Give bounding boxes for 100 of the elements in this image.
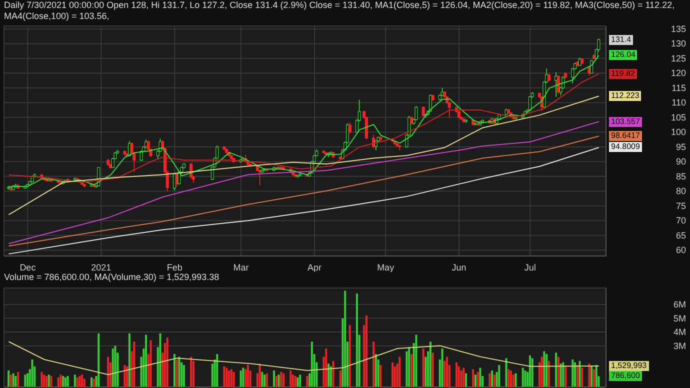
y-tick-label: 90 <box>676 156 686 167</box>
bar <box>173 354 176 387</box>
y-tick-label: 80 <box>676 186 686 196</box>
bar <box>282 373 284 387</box>
bar <box>98 333 100 387</box>
x-tick-label: Jul <box>524 262 536 272</box>
bar <box>365 316 368 387</box>
bar <box>8 370 10 387</box>
bar <box>240 370 242 387</box>
bar <box>514 373 517 387</box>
bar <box>64 377 66 387</box>
bar <box>510 370 512 387</box>
bar <box>348 325 351 387</box>
bar <box>310 342 313 387</box>
bar <box>24 374 26 387</box>
bar <box>228 370 230 387</box>
x-tick-label: Jun <box>452 262 466 272</box>
bar <box>374 354 377 387</box>
bar <box>522 368 524 387</box>
bar <box>456 362 458 387</box>
bar <box>328 364 330 387</box>
bar <box>242 368 244 387</box>
y-tick-label: 115 <box>672 82 686 93</box>
bar <box>176 360 178 387</box>
bar <box>415 334 418 387</box>
bar <box>246 365 249 387</box>
bar <box>223 366 226 387</box>
bar <box>491 370 494 387</box>
y-tick-label: 3M <box>673 340 686 351</box>
bar <box>211 364 214 387</box>
bar <box>498 365 500 387</box>
bar <box>294 376 296 387</box>
bar <box>344 290 346 387</box>
bar <box>66 376 69 387</box>
bar <box>261 372 264 387</box>
bar <box>512 374 514 387</box>
x-tick-label: Dec <box>20 262 36 272</box>
bar <box>275 376 278 387</box>
bar <box>493 374 496 387</box>
bar <box>446 356 448 387</box>
candlestick <box>348 122 352 134</box>
bar <box>339 370 342 387</box>
bar <box>190 356 192 387</box>
x-tick-label: May <box>377 262 395 272</box>
bar <box>560 364 562 387</box>
chart-title: Volume = 786,600.00, MA(Volume,30) = 1,529,993.38 <box>3 272 220 284</box>
bar <box>557 356 560 387</box>
y-tick-label: 120 <box>670 68 686 78</box>
bar <box>128 333 130 387</box>
bar <box>429 342 432 387</box>
bar <box>273 370 276 387</box>
bar <box>14 376 17 387</box>
bar <box>60 374 62 387</box>
text: 786,600 <box>609 371 642 382</box>
bar <box>145 334 148 387</box>
line-series <box>8 341 600 376</box>
bar <box>126 366 128 387</box>
bar <box>62 376 64 387</box>
bar <box>595 365 598 387</box>
bar <box>292 374 294 387</box>
bar <box>398 356 401 387</box>
bar <box>581 368 584 387</box>
bar <box>43 374 46 387</box>
bar <box>524 370 526 387</box>
bar <box>562 362 564 387</box>
bar <box>464 373 467 387</box>
bar <box>531 358 534 387</box>
bar <box>182 365 185 387</box>
bar <box>50 376 52 387</box>
text: 119.82 <box>609 68 637 79</box>
x-tick-label: Mar <box>233 262 249 272</box>
y-tick-label: 65 <box>676 230 686 240</box>
bar <box>508 369 510 387</box>
bar <box>572 360 574 387</box>
bar <box>540 356 543 387</box>
text: 98.6417 <box>609 131 642 142</box>
bar <box>408 347 410 387</box>
y-tick-label: 105 <box>670 112 686 122</box>
bar <box>12 373 14 387</box>
bar <box>394 366 396 387</box>
bar <box>306 376 308 387</box>
y-tick-label: 135 <box>670 24 686 34</box>
x-tick-label: 2021 <box>91 262 112 272</box>
bar <box>543 351 546 387</box>
bar <box>444 360 446 387</box>
bar <box>290 370 292 387</box>
bar <box>332 360 334 387</box>
bar <box>31 360 34 387</box>
bar <box>244 369 247 387</box>
y-tick-label: 125 <box>670 53 686 64</box>
bar <box>296 377 299 387</box>
bar <box>278 374 280 387</box>
bar <box>192 360 194 387</box>
y-tick-label: 95 <box>676 142 686 152</box>
bar <box>57 377 60 387</box>
bar <box>472 369 474 387</box>
bar <box>76 377 78 387</box>
bar <box>280 372 282 387</box>
bar <box>380 365 382 387</box>
y-tick-label: 4M <box>673 327 686 337</box>
